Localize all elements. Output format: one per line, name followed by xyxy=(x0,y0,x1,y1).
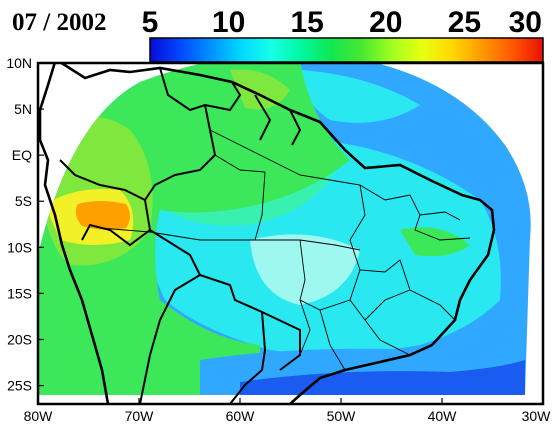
state-borders xyxy=(99,129,471,371)
colorbar-tick-label: 15 xyxy=(291,6,324,39)
x-axis-ticks: 80W 70W 60W 50W 40W 30W xyxy=(24,398,552,424)
y-tick-label: 5S xyxy=(15,193,32,209)
y-tick-label: 10N xyxy=(6,55,32,71)
y-tick-label: 5N xyxy=(14,101,32,117)
map-title: 07 / 2002 xyxy=(12,9,107,36)
y-tick-label: 20S xyxy=(7,331,32,347)
borders xyxy=(38,63,496,404)
y-tick-label: EQ xyxy=(12,147,32,163)
field-light-cyan xyxy=(250,234,360,305)
y-tick-label: 25S xyxy=(7,378,32,394)
field-orange xyxy=(75,201,130,230)
y-axis-ticks: 10N 5N EQ 5S 10S 15S 20S 25S xyxy=(6,55,44,394)
x-tick-label: 30W xyxy=(522,408,552,424)
south-america-coastline xyxy=(38,63,496,404)
national-borders xyxy=(59,67,302,404)
y-tick-label: 10S xyxy=(7,239,32,255)
field-green-east xyxy=(400,227,470,257)
map-frame xyxy=(36,61,545,406)
x-tick-label: 40W xyxy=(428,408,458,424)
colorbar: 5 10 15 20 25 30 xyxy=(142,6,544,68)
colorbar-ticks: 5 10 15 20 25 30 xyxy=(142,6,544,68)
x-tick-label: 70W xyxy=(125,408,155,424)
colorbar-tick-label: 20 xyxy=(369,6,402,39)
x-tick-label: 80W xyxy=(24,408,54,424)
x-tick-label: 60W xyxy=(226,408,256,424)
map-panel xyxy=(38,63,543,404)
colorbar-tick-label: 30 xyxy=(509,6,542,39)
colorbar-tick-label: 5 xyxy=(142,6,159,39)
colorbar-gradient xyxy=(149,37,544,63)
colorbar-tick-label: 25 xyxy=(448,6,481,39)
field-cyan-north xyxy=(300,70,420,123)
field-layer xyxy=(38,63,531,395)
x-tick-label: 50W xyxy=(327,408,357,424)
colorbar-tick-label: 10 xyxy=(212,6,245,39)
field-lime-north xyxy=(230,69,290,110)
y-tick-label: 15S xyxy=(7,285,32,301)
